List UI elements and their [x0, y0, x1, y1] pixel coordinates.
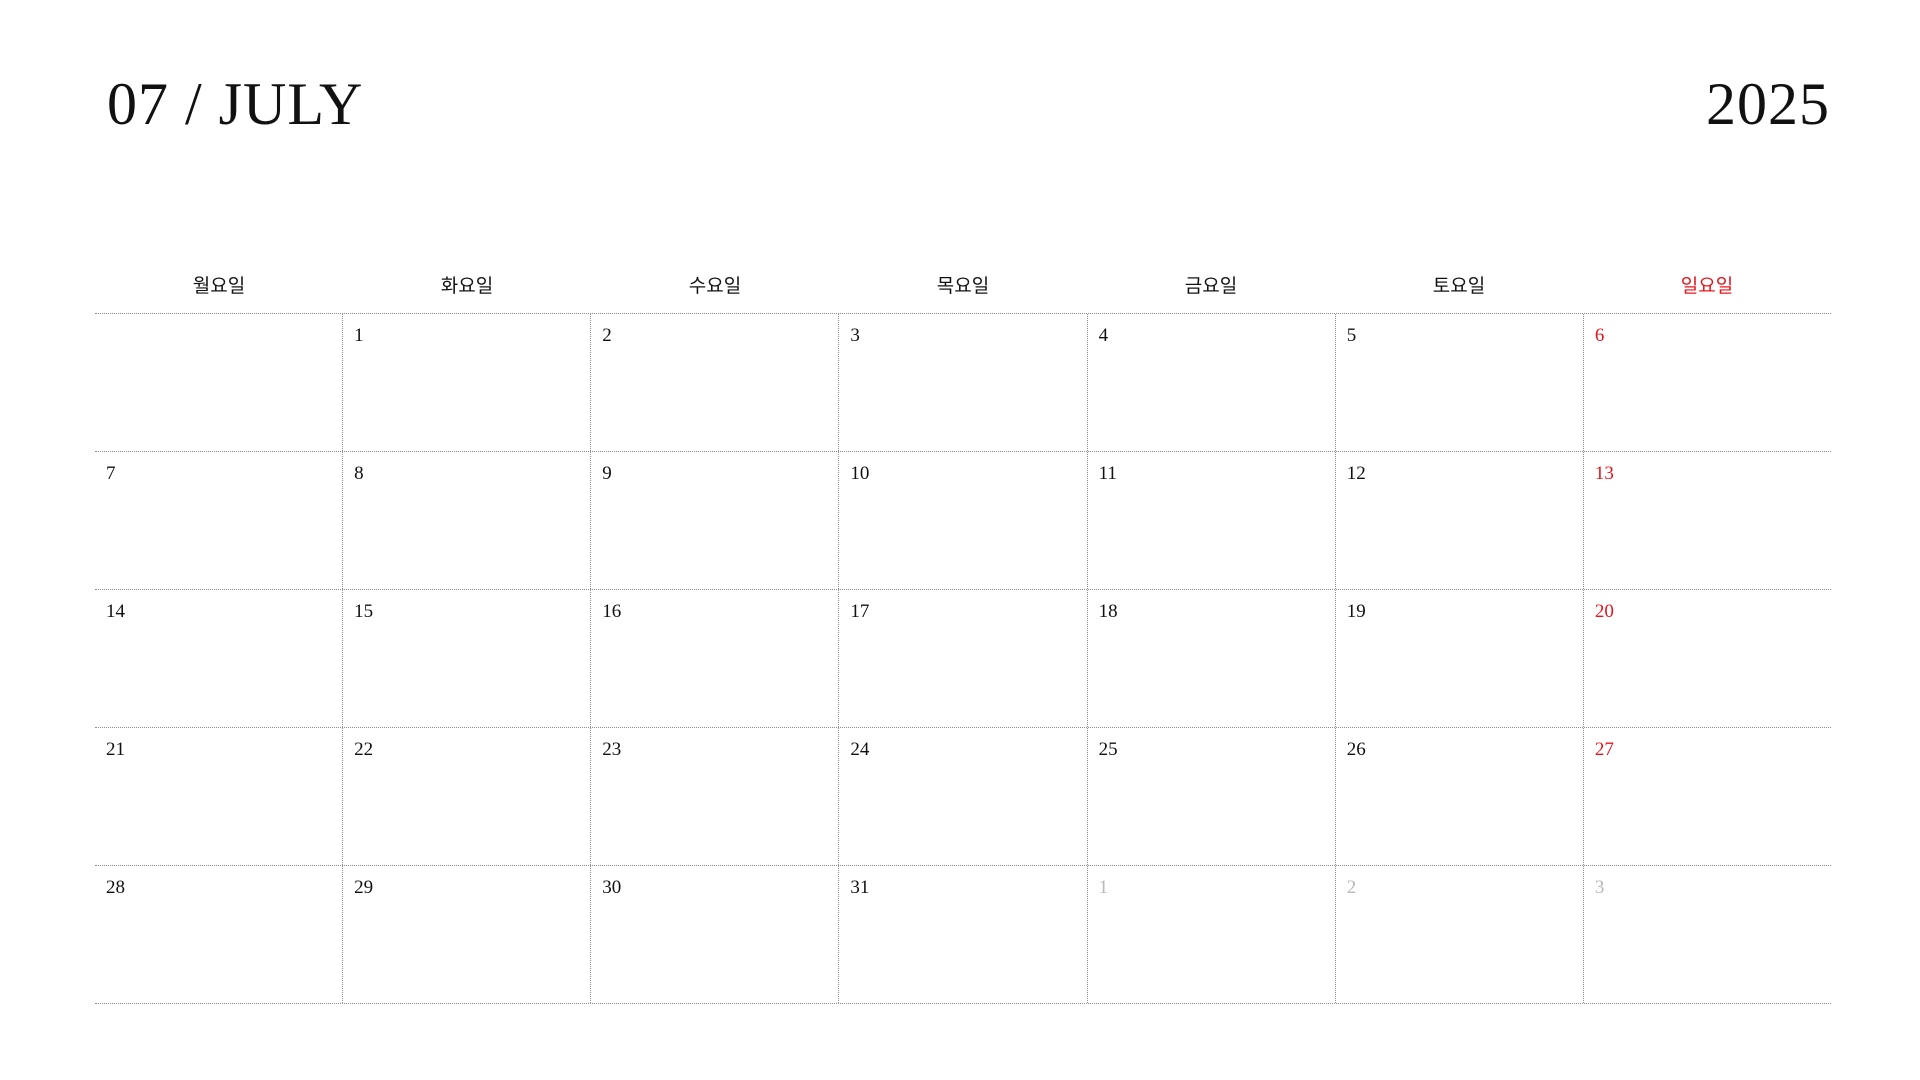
weekday-sunday: 일요일	[1680, 275, 1734, 297]
day-number: 19	[1346, 601, 1366, 622]
day-cell[interactable]: 24	[838, 728, 1086, 865]
day-number: 20	[1594, 601, 1614, 622]
weekday-friday: 금요일	[1184, 275, 1238, 297]
day-number: 6	[1594, 325, 1605, 346]
day-cell-sunday[interactable]: 6	[1582, 314, 1831, 451]
day-number: 12	[1346, 463, 1366, 484]
day-cell[interactable]: 2	[590, 314, 838, 451]
day-number: 27	[1594, 739, 1614, 760]
day-cell[interactable]: 16	[590, 590, 838, 727]
day-number: 29	[354, 877, 374, 898]
day-number: 21	[106, 739, 125, 760]
weekday-saturday: 토요일	[1432, 275, 1486, 297]
day-cell[interactable]: 9	[590, 452, 838, 589]
day-cell[interactable]: 5	[1334, 314, 1583, 451]
day-number: 31	[850, 877, 870, 898]
day-number: 11	[1098, 463, 1117, 484]
month-title: 07 / JULY	[107, 71, 364, 137]
day-cell[interactable]: 14	[95, 590, 342, 727]
day-number: 30	[602, 877, 622, 898]
day-number: 28	[106, 877, 125, 898]
day-number: 1	[1098, 877, 1109, 898]
day-cell[interactable]: 23	[590, 728, 838, 865]
day-cell[interactable]: 1	[342, 314, 590, 451]
week-row-3: 14 15 16 17 18 19 20	[95, 590, 1831, 728]
day-cell[interactable]: 28	[95, 866, 342, 1003]
day-number: 25	[1098, 739, 1118, 760]
day-number: 3	[1594, 877, 1605, 898]
day-cell[interactable]: 3	[838, 314, 1086, 451]
day-number: 18	[1098, 601, 1118, 622]
day-number: 1	[354, 325, 364, 346]
day-cell[interactable]: 4	[1086, 314, 1335, 451]
day-number: 26	[1346, 739, 1366, 760]
day-number: 10	[850, 463, 870, 484]
day-number: 2	[1346, 877, 1357, 898]
day-cell[interactable]: 10	[838, 452, 1086, 589]
weekday-thursday: 목요일	[936, 275, 990, 297]
day-cell-next-month[interactable]: 2	[1334, 866, 1583, 1003]
week-row-1: 1 2 3 4 5 6	[95, 314, 1831, 452]
weekday-wednesday: 수요일	[688, 275, 742, 297]
day-number: 22	[354, 739, 374, 760]
day-cell[interactable]: 25	[1086, 728, 1335, 865]
weekday-monday: 월요일	[192, 275, 246, 297]
week-row-5: 28 29 30 31 1 2 3	[95, 866, 1831, 1004]
day-cell-sunday[interactable]: 20	[1582, 590, 1831, 727]
calendar-grid: 월요일 화요일 수요일 목요일 금요일 토요일 일요일 1 2 3 4 5 6 …	[95, 265, 1831, 1004]
day-number: 13	[1594, 463, 1614, 484]
year-title: 2025	[1706, 71, 1830, 137]
day-cell[interactable]: 18	[1086, 590, 1335, 727]
day-cell[interactable]: 30	[590, 866, 838, 1003]
day-cell[interactable]: 17	[838, 590, 1086, 727]
day-number: 14	[106, 601, 125, 622]
day-number: 23	[602, 739, 622, 760]
day-cell[interactable]: 11	[1086, 452, 1335, 589]
day-cell[interactable]: 26	[1334, 728, 1583, 865]
day-number: 5	[1346, 325, 1357, 346]
day-cell[interactable]: 15	[342, 590, 590, 727]
day-number: 15	[354, 601, 374, 622]
day-number: 8	[354, 463, 364, 484]
day-number: 7	[106, 463, 116, 484]
day-number: 2	[602, 325, 612, 346]
day-cell[interactable]: 31	[838, 866, 1086, 1003]
day-number: 17	[850, 601, 870, 622]
day-number: 24	[850, 739, 870, 760]
day-cell[interactable]: 21	[95, 728, 342, 865]
day-cell-next-month[interactable]: 3	[1582, 866, 1831, 1003]
day-cell[interactable]: 29	[342, 866, 590, 1003]
day-cell[interactable]: 8	[342, 452, 590, 589]
day-number: 4	[1098, 325, 1109, 346]
day-cell-next-month[interactable]: 1	[1086, 866, 1335, 1003]
day-cell-sunday[interactable]: 13	[1582, 452, 1831, 589]
day-cell[interactable]: 19	[1334, 590, 1583, 727]
day-number: 16	[602, 601, 622, 622]
week-row-2: 7 8 9 10 11 12 13	[95, 452, 1831, 590]
day-number: 9	[602, 463, 612, 484]
day-cell[interactable]: 22	[342, 728, 590, 865]
weekday-header-row: 월요일 화요일 수요일 목요일 금요일 토요일 일요일	[95, 265, 1831, 314]
week-row-4: 21 22 23 24 25 26 27	[95, 728, 1831, 866]
day-cell[interactable]: 12	[1334, 452, 1583, 589]
day-cell[interactable]: 7	[95, 452, 342, 589]
day-number: 3	[850, 325, 860, 346]
day-cell[interactable]	[95, 314, 342, 451]
weekday-tuesday: 화요일	[440, 275, 494, 297]
day-cell-sunday[interactable]: 27	[1582, 728, 1831, 865]
